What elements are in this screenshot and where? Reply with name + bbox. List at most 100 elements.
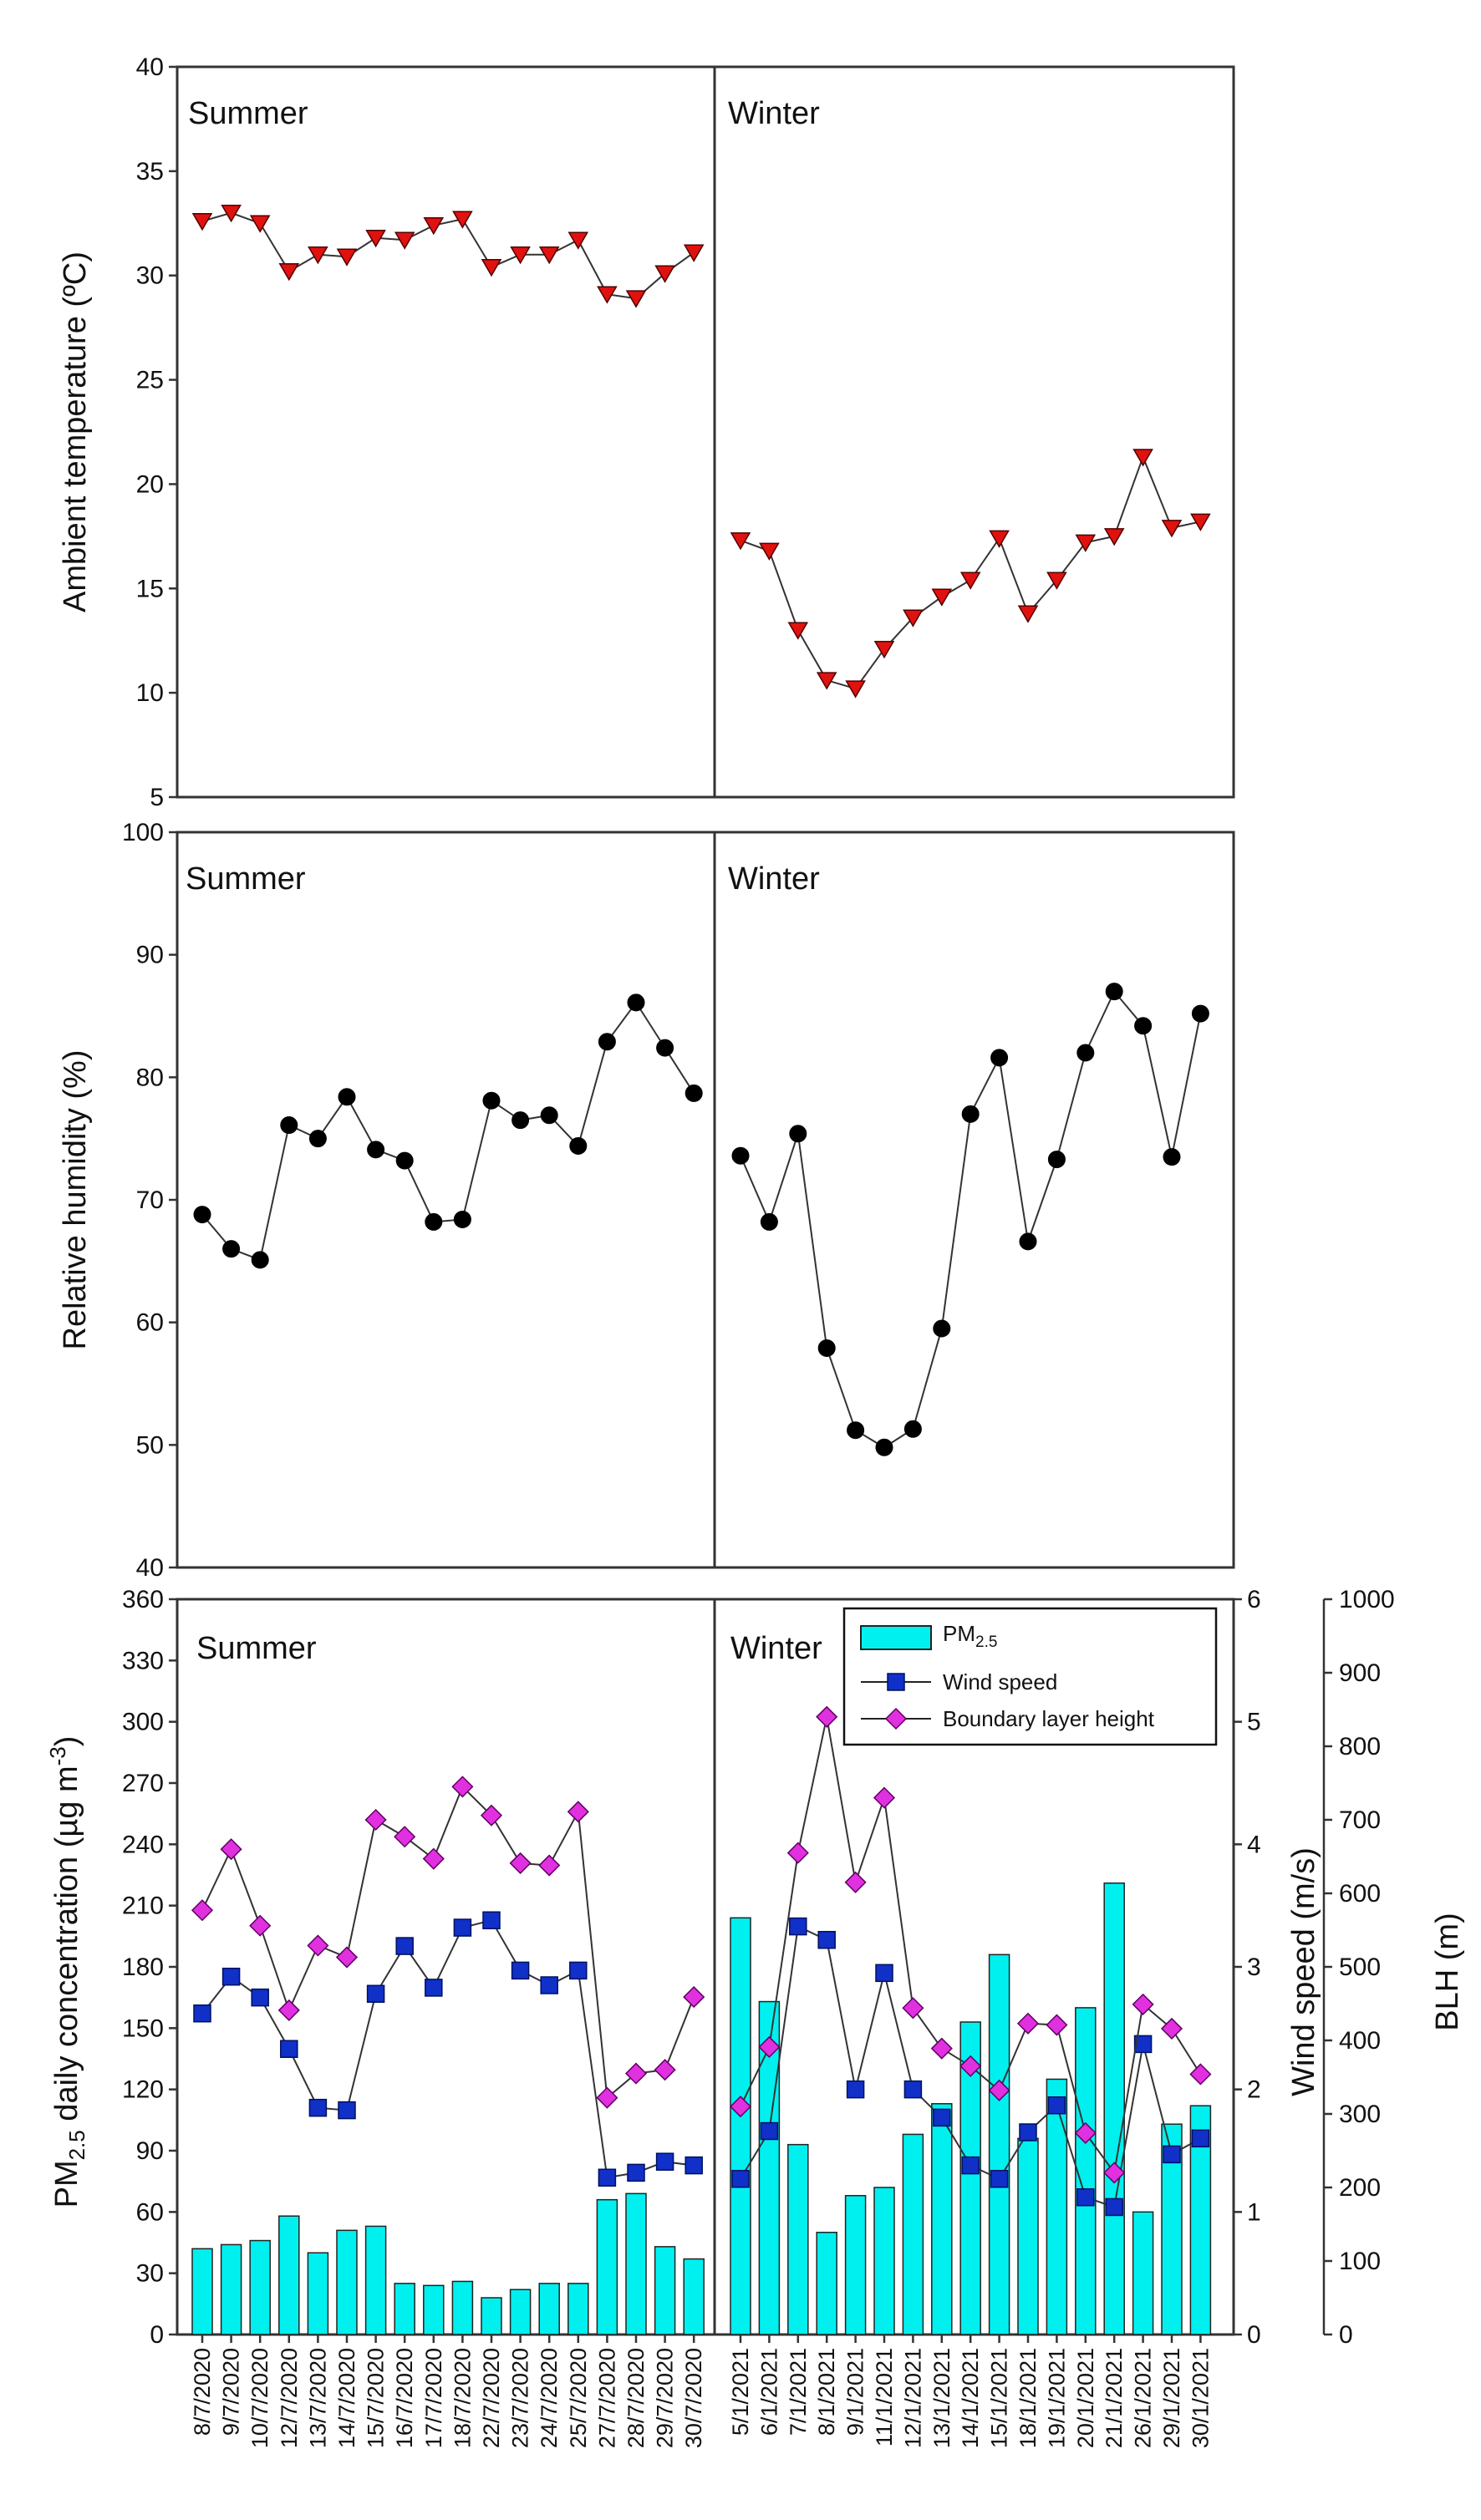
temperature-plot-frame [176,65,1235,799]
date-label: 30/1/2021 [1188,2348,1213,2448]
winter-label: Winter [728,96,820,131]
temperature-point [959,572,981,590]
humidity-series [193,983,1209,1456]
pm25-bar [1103,1882,1125,2335]
temperature-point [249,215,271,233]
date-label: 9/7/2020 [219,2348,244,2436]
temperature-y-axis: 5 10 15 20 25 30 35 40 [136,53,177,811]
legend-pm-text: PM [943,1621,975,1646]
blh-point [816,1705,838,1728]
humidity-point [598,1033,616,1051]
wind-speed-point [789,1917,807,1936]
pm25-y-tick-label: 30 [136,2260,164,2288]
wind-speed-point [1191,2129,1210,2148]
blh-point [335,1946,359,1969]
blh-tick-label: 400 [1339,2027,1381,2055]
wind-speed-point [395,1937,414,1955]
wind-speed-point [511,1961,530,1980]
pm25-bar [1132,2211,1154,2335]
blh-point [873,1786,896,1809]
date-label: 7/1/2021 [786,2348,811,2436]
wind-speed-tick-label: 3 [1247,1954,1261,1981]
humidity-point [817,1339,836,1357]
blh-point [422,1847,445,1870]
date-labels: 8/7/2020 9/7/2020 10/7/2020 12/7/2020 13/7/2… [190,2335,1213,2448]
humidity-point [656,1039,674,1057]
blh-point [1103,2162,1126,2184]
wind-speed-point [1163,2145,1181,2164]
humidity-point [1191,1004,1209,1023]
blh-point [729,2096,752,2118]
legend-wind-marker [887,1673,905,1691]
pm25-bar [538,2283,560,2335]
date-label: 24/7/2020 [537,2348,562,2448]
temperature-point [567,231,589,250]
humidity-point [627,993,645,1012]
legend-pm25-label: PM2.5 [943,1621,997,1651]
date-label: 23/7/2020 [508,2348,533,2448]
temperature-point [654,265,675,283]
humidity-point [367,1141,385,1159]
wind-speed-point [655,2152,674,2171]
temperature-point [510,246,531,265]
pm25-bar [220,2243,242,2335]
wind-speed-point [308,2098,328,2117]
wind-speed-tick-label: 4 [1247,1831,1261,1858]
date-label: 15/1/2021 [987,2348,1012,2448]
pm25-bar [816,2232,837,2335]
humidity-point [847,1421,865,1440]
temperature-point [683,244,705,262]
temperature-y-tick-label: 30 [136,262,164,290]
wind-speed-point [903,2080,923,2099]
wind-speed-point [1076,2187,1095,2207]
temperature-point [931,588,953,607]
blh-point [1189,2063,1212,2086]
pm25-bar [567,2283,589,2335]
humidity-point [1076,1044,1095,1062]
wind-speed-point [846,2080,865,2099]
blh-point [654,2059,676,2081]
legend-pm-subscript: 2.5 [975,1633,997,1651]
pm25-y-tick-label: 180 [122,1954,164,1981]
humidity-point [395,1151,414,1170]
pm25-bar [654,2246,676,2335]
summer-label: Summer [186,861,306,897]
temperature-y-tick-label: 20 [136,470,164,498]
blh-point [596,2086,618,2109]
wind-speed-tick-label: 2 [1247,2076,1261,2104]
pm25-y-tick-label: 240 [122,1831,164,1858]
temperature-point [1075,534,1097,552]
blh-tick-label: 100 [1339,2248,1381,2275]
humidity-point [251,1251,269,1269]
temperature-point [759,542,780,561]
blh-point [930,2037,953,2060]
blh-point [307,1934,329,1957]
blh-axis-title: BLH (m) [1430,1913,1465,2030]
blh-tick-label: 300 [1339,2101,1381,2128]
pm25-bar [509,2289,532,2335]
blh-point [567,1801,589,1823]
temperature-point [365,230,386,248]
humidity-point [731,1146,750,1165]
date-label: 29/1/2021 [1159,2348,1184,2448]
date-label: 14/7/2020 [334,2348,359,2448]
blh-point [844,1871,867,1893]
pm-unit-close: ) [49,1736,84,1747]
date-label: 14/1/2021 [958,2348,983,2448]
blh-point [1074,2121,1097,2144]
temperature-point [816,672,837,690]
humidity-point [308,1130,327,1148]
pm25-bar [364,2225,387,2335]
humidity-point [1047,1151,1066,1169]
temperature-point [191,213,213,231]
pm25-bar [683,2258,705,2335]
date-label: 11/1/2021 [872,2348,897,2446]
date-label: 12/1/2021 [900,2348,925,2448]
date-label: 9/1/2021 [843,2348,868,2436]
date-label: 6/1/2021 [756,2348,781,2436]
date-label: 12/7/2020 [277,2348,302,2448]
wind-blh-series [191,1705,1212,2217]
blh-point [988,2079,1010,2101]
pm25-bar [844,2195,867,2335]
date-label: 8/7/2020 [190,2348,215,2436]
